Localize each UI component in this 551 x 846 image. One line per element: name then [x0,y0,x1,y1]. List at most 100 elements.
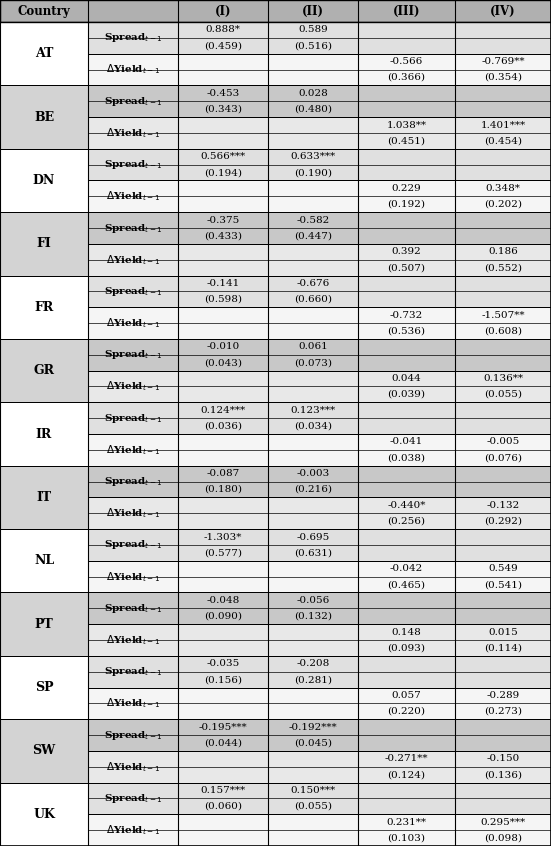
Bar [0,0,551,22]
Text: (III): (III) [393,4,420,18]
Text: (0.216): (0.216) [294,485,332,494]
Text: (0.541): (0.541) [484,580,522,589]
Text: (0.608): (0.608) [484,327,522,336]
Text: (0.202): (0.202) [484,200,522,209]
Text: -0.087: -0.087 [207,470,240,478]
Bar [0,465,88,529]
Text: 0.123***: 0.123*** [290,406,336,415]
Text: IT: IT [36,491,52,504]
Text: -0.042: -0.042 [390,564,423,574]
Text: (0.507): (0.507) [387,263,425,272]
Bar [0,212,88,276]
Text: (0.156): (0.156) [204,675,242,684]
Text: (0.465): (0.465) [387,580,425,589]
Bar [178,149,551,180]
Text: 0.295***: 0.295*** [480,818,526,827]
Text: 0.044: 0.044 [392,374,422,383]
Text: (0.060): (0.060) [204,802,242,810]
Text: $\Delta$Yield$_{t-1}$: $\Delta$Yield$_{t-1}$ [106,696,160,711]
Text: (0.038): (0.038) [387,453,425,462]
Bar [178,276,551,307]
Text: $\Delta$Yield$_{t-1}$: $\Delta$Yield$_{t-1}$ [106,316,160,330]
Text: 1.038**: 1.038** [386,120,426,129]
Text: (0.036): (0.036) [204,421,242,431]
Bar [0,529,88,592]
Text: -0.010: -0.010 [207,343,240,351]
Text: (0.292): (0.292) [484,517,522,525]
Bar [88,339,178,371]
Text: -0.769**: -0.769** [481,58,525,66]
Text: (0.256): (0.256) [387,517,425,525]
Bar [0,22,88,85]
Bar [178,497,551,529]
Text: -0.150: -0.150 [487,755,520,763]
Text: 0.124***: 0.124*** [201,406,246,415]
Bar [88,403,178,434]
Text: GR: GR [34,364,55,377]
Text: 0.633***: 0.633*** [290,152,336,162]
Text: (0.034): (0.034) [294,421,332,431]
Bar [178,783,551,815]
Bar [88,307,178,339]
Text: (0.273): (0.273) [484,706,522,716]
Bar [178,592,551,624]
Text: 1.401***: 1.401*** [480,120,526,129]
Text: $\Delta$Yield$_{t-1}$: $\Delta$Yield$_{t-1}$ [106,443,160,457]
Text: 0.015: 0.015 [488,628,518,636]
Bar [88,719,178,751]
Text: Spread$_{t-1}$: Spread$_{t-1}$ [104,412,163,425]
Bar [178,719,551,751]
Text: Spread$_{t-1}$: Spread$_{t-1}$ [104,475,163,488]
Bar [88,783,178,815]
Text: $\Delta$Yield$_{t-1}$: $\Delta$Yield$_{t-1}$ [106,569,160,584]
Bar [178,85,551,117]
Text: Spread$_{t-1}$: Spread$_{t-1}$ [104,31,163,44]
Text: (0.552): (0.552) [484,263,522,272]
Text: $\Delta$Yield$_{t-1}$: $\Delta$Yield$_{t-1}$ [106,633,160,647]
Text: 0.566***: 0.566*** [201,152,246,162]
Bar [178,434,551,465]
Text: Spread$_{t-1}$: Spread$_{t-1}$ [104,285,163,298]
Bar [178,371,551,403]
Text: 0.348*: 0.348* [485,184,521,193]
Text: $\Delta$Yield$_{t-1}$: $\Delta$Yield$_{t-1}$ [106,63,160,76]
Bar [88,497,178,529]
Text: 0.157***: 0.157*** [201,786,246,795]
Text: NL: NL [34,554,54,568]
Text: FI: FI [36,238,51,250]
Text: -1.507**: -1.507** [481,310,525,320]
Text: (0.451): (0.451) [387,136,425,146]
Text: (0.192): (0.192) [387,200,425,209]
Bar [178,339,551,371]
Text: (0.194): (0.194) [204,168,242,177]
Text: -0.695: -0.695 [296,532,329,541]
Text: -0.732: -0.732 [390,310,423,320]
Text: (0.577): (0.577) [204,548,242,558]
Text: (0.480): (0.480) [294,105,332,113]
Text: (0.343): (0.343) [204,105,242,113]
Text: -0.132: -0.132 [487,501,520,510]
Text: -0.271**: -0.271** [385,755,428,763]
Bar [88,561,178,592]
Text: (0.660): (0.660) [294,294,332,304]
Text: 0.186: 0.186 [488,247,518,256]
Text: -0.582: -0.582 [296,216,329,224]
Bar [88,53,178,85]
Text: $\Delta$Yield$_{t-1}$: $\Delta$Yield$_{t-1}$ [106,760,160,774]
Bar [178,307,551,339]
Bar [88,592,178,624]
Bar [88,276,178,307]
Text: 0.150***: 0.150*** [290,786,336,795]
Text: AT: AT [35,47,53,60]
Text: 0.549: 0.549 [488,564,518,574]
Bar [178,656,551,688]
Text: (0.055): (0.055) [294,802,332,810]
Text: IR: IR [36,427,52,441]
Text: 0.136**: 0.136** [483,374,523,383]
Text: $\Delta$Yield$_{t-1}$: $\Delta$Yield$_{t-1}$ [106,380,160,393]
Text: -0.005: -0.005 [487,437,520,447]
Text: 0.589: 0.589 [298,25,328,35]
Text: BE: BE [34,111,54,124]
Text: Spread$_{t-1}$: Spread$_{t-1}$ [104,538,163,552]
Bar [0,719,88,783]
